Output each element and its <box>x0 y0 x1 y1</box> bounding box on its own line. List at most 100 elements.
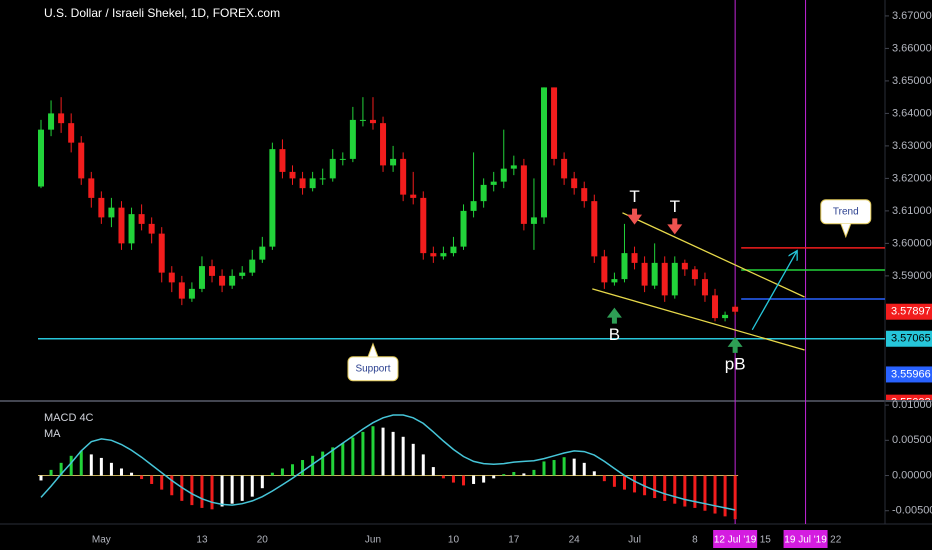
macd-bar <box>69 455 73 476</box>
candle-body <box>339 158 346 160</box>
macd-bar <box>109 462 113 476</box>
last-price-label: 3.57897 <box>891 306 931 318</box>
x-tick-label: 10 <box>448 535 460 546</box>
macd-bar <box>230 475 234 504</box>
candle-body <box>309 178 316 189</box>
candle-body <box>68 123 75 143</box>
candle-body <box>380 123 387 166</box>
candle-body <box>611 279 618 283</box>
trend-line <box>622 212 805 298</box>
candle-body <box>319 178 326 180</box>
macd-bar <box>59 462 63 476</box>
y-tick-label: 3.60000 <box>892 237 932 249</box>
macd-bar <box>351 437 355 476</box>
macd-bar <box>79 450 83 476</box>
macd-bar <box>99 457 103 476</box>
candle-body <box>349 119 356 159</box>
annotation-arrow <box>727 336 743 353</box>
candle-body <box>460 210 467 247</box>
macd-bar <box>321 451 325 476</box>
callout-text: Trend <box>833 206 859 217</box>
macd-bar <box>472 475 476 484</box>
macd-bar <box>612 475 616 487</box>
macd-bar <box>270 472 274 476</box>
candle-body <box>158 233 165 273</box>
candle-body <box>118 207 125 244</box>
macd-bar <box>411 443 415 476</box>
candle-body <box>500 168 507 182</box>
annotation-arrow <box>627 208 643 225</box>
callout-pointer <box>367 342 379 357</box>
macd-bar <box>602 475 606 482</box>
candle-body <box>289 171 296 179</box>
candle-body <box>581 188 588 202</box>
macd-bar <box>512 472 516 476</box>
candle-body <box>641 262 648 286</box>
candle-body <box>440 253 447 257</box>
candle-body <box>530 217 537 224</box>
macd-bar <box>733 475 737 520</box>
candle-body <box>712 295 719 319</box>
macd-bar <box>693 475 697 508</box>
macd-bar <box>653 475 657 499</box>
candle-body <box>400 158 407 195</box>
macd-bar <box>592 471 596 476</box>
macd-bar <box>683 475 687 507</box>
macd-bar <box>371 426 375 476</box>
price-label-box <box>886 394 932 400</box>
macd-bar <box>381 427 385 476</box>
candle-body <box>98 197 105 218</box>
candle-body <box>561 158 568 179</box>
x-tick-label: 22 <box>830 535 842 546</box>
macd-pane <box>38 414 739 520</box>
macd-bar <box>492 475 496 479</box>
macd-bar <box>89 454 93 476</box>
candle-body <box>38 129 44 187</box>
x-tick-label: 8 <box>692 535 698 546</box>
macd-bar <box>663 475 667 501</box>
annotation-text: B <box>609 325 620 344</box>
x-tick-label: May <box>92 535 111 546</box>
price-label: 3.55098 <box>891 397 931 409</box>
candle-body <box>591 201 598 257</box>
macd-bar <box>341 443 345 476</box>
x-tick-label: 20 <box>257 535 269 546</box>
highlight-date-box <box>713 530 758 548</box>
trend-line <box>592 288 805 351</box>
macd-bar <box>210 475 214 510</box>
annotation-text: pB <box>725 354 746 373</box>
price-pane: 3.57065 3.55966 3.55098 T T BpB Support Trend 3.… <box>38 87 932 409</box>
macd-bar <box>713 475 717 514</box>
macd-bar <box>49 469 53 476</box>
y-tick-label: 0.01000 <box>892 399 932 411</box>
annotation-arrow <box>606 307 622 324</box>
candle-body <box>88 178 95 198</box>
candle-body <box>450 246 457 254</box>
macd-bar <box>673 475 677 504</box>
overlays <box>734 0 807 524</box>
candle-body <box>299 178 306 189</box>
candle-body <box>722 314 729 319</box>
candle-body <box>198 266 205 289</box>
macd-bar <box>482 475 486 483</box>
candle-body <box>279 149 286 172</box>
price-label-box <box>886 366 932 383</box>
annotation-text: T <box>670 197 680 216</box>
candle-body <box>681 262 688 270</box>
x-tick-label: 17 <box>508 535 520 546</box>
macd-bar <box>250 475 254 497</box>
macd-bar <box>331 447 335 476</box>
candle-body <box>541 87 547 218</box>
macd-bar <box>522 473 526 476</box>
macd-bar <box>190 475 194 506</box>
macd-bar <box>170 475 174 496</box>
macd-bar <box>502 474 506 476</box>
labels: U.S. Dollar / Israeli Shekel, 1D, FOREX.… <box>44 6 932 548</box>
macd-bar <box>260 475 264 489</box>
macd-bar <box>200 475 204 508</box>
macd-bar <box>542 461 546 476</box>
macd-bar <box>703 475 707 511</box>
x-tick-label: 12 Jul '19 <box>714 535 757 546</box>
price-label: 3.55966 <box>891 368 931 380</box>
candle-body <box>732 306 739 312</box>
